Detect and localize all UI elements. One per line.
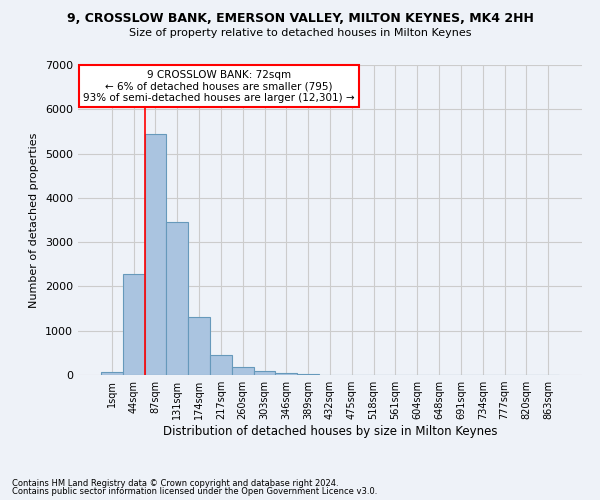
Text: 9 CROSSLOW BANK: 72sqm
← 6% of detached houses are smaller (795)
93% of semi-det: 9 CROSSLOW BANK: 72sqm ← 6% of detached … (83, 70, 355, 103)
Text: Contains HM Land Registry data © Crown copyright and database right 2024.: Contains HM Land Registry data © Crown c… (12, 478, 338, 488)
Bar (101, 372, 123, 375)
Bar (145, 134, 166, 375)
Bar (232, 368, 254, 375)
Y-axis label: Number of detached properties: Number of detached properties (29, 132, 40, 308)
Bar (210, 354, 232, 375)
X-axis label: Distribution of detached houses by size in Milton Keynes: Distribution of detached houses by size … (163, 425, 497, 438)
Bar (275, 372, 297, 375)
Text: Contains public sector information licensed under the Open Government Licence v3: Contains public sector information licen… (12, 487, 377, 496)
Bar (188, 317, 210, 375)
Text: Size of property relative to detached houses in Milton Keynes: Size of property relative to detached ho… (129, 28, 471, 38)
Bar (166, 222, 188, 375)
Bar (123, 274, 145, 375)
Bar (254, 371, 275, 375)
Text: 9, CROSSLOW BANK, EMERSON VALLEY, MILTON KEYNES, MK4 2HH: 9, CROSSLOW BANK, EMERSON VALLEY, MILTON… (67, 12, 533, 26)
Bar (297, 374, 319, 375)
